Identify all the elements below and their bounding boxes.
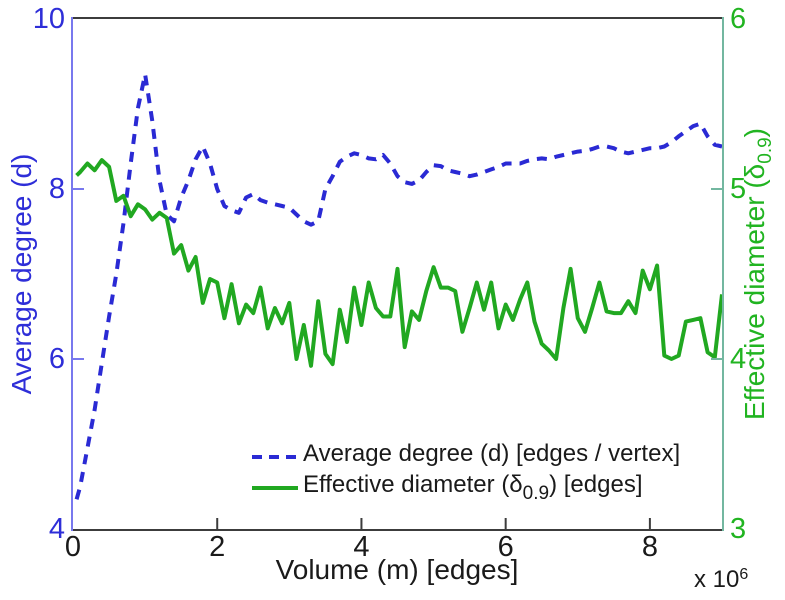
x-axis-title-text: Volume (m) [edges] [275, 554, 519, 585]
x-tick-label: 2 [209, 531, 225, 563]
right-y-tick-label: 4 [730, 343, 746, 375]
legend-entry-average-degree: Average degree (d) [edges / vertex] [252, 439, 681, 472]
right-y-tick-label: 5 [730, 173, 746, 205]
legend-label: Effective diameter (δ0.9) [edges] [303, 470, 643, 504]
left-axis-title: Average degree (d) [6, 154, 38, 395]
legend: Average degree (d) [edges / vertex] Effe… [252, 439, 681, 504]
left-y-tick-label: 10 [33, 3, 65, 35]
right-axis-title: Effective diameter (δ0.9) [739, 128, 777, 420]
x-axis-exponent: x 106 [694, 566, 748, 594]
series-line-effective-diameter [75, 158, 724, 368]
series-line-average-degree [74, 72, 723, 500]
x-tick-label: 4 [353, 531, 369, 563]
right-axis-title-subscript: 0.9 [755, 137, 776, 164]
left-y-tick-label: 4 [49, 513, 65, 545]
x-axis-title: Volume (m) [edges] [276, 554, 519, 586]
legend-line-sample-solid [252, 485, 298, 490]
x-tick-label: 6 [498, 531, 514, 563]
x-axis-exponent-base: x 10 [694, 566, 740, 593]
legend-label: Average degree (d) [edges / vertex] [303, 439, 681, 467]
left-axis-title-text: Average degree (d) [6, 153, 37, 395]
legend-entry-effective-diameter: Effective diameter (δ0.9) [edges] [252, 470, 680, 504]
left-y-tick-label: 8 [49, 173, 65, 205]
right-y-tick-label: 3 [730, 513, 746, 545]
right-y-tick-label: 6 [730, 3, 746, 35]
left-y-tick-label: 6 [49, 343, 65, 375]
right-axis-title-text: Effective diameter (δ [739, 163, 770, 421]
legend-line-sample-dashed [252, 454, 298, 459]
x-tick-label: 0 [65, 531, 81, 563]
x-tick-label: 8 [642, 531, 658, 563]
x-axis-exponent-power: 6 [739, 566, 749, 583]
right-axis-title-close: ) [739, 127, 770, 138]
